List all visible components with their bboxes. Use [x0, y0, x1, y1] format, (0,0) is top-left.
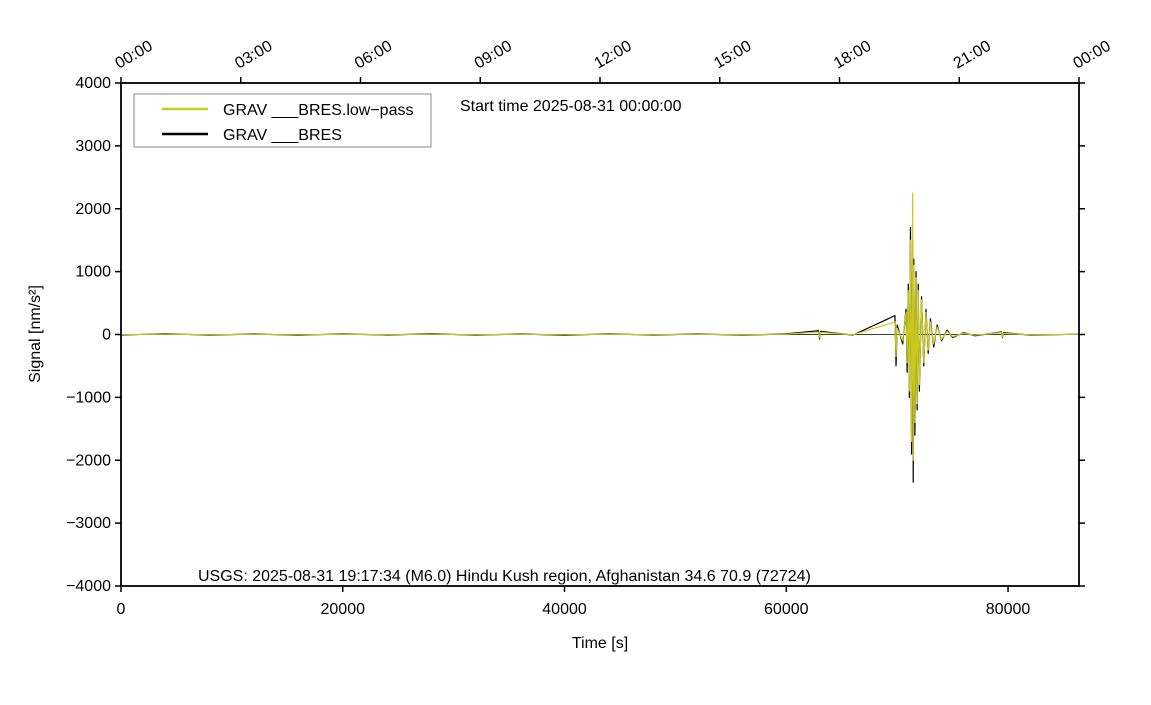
- y-tick-label: 0: [102, 327, 111, 344]
- y-tick-label: 4000: [75, 75, 111, 92]
- x-tick-label: 60000: [764, 601, 809, 618]
- event-annotation: USGS: 2025-08-31 19:17:34 (M6.0) Hindu K…: [198, 568, 811, 585]
- y-tick-label: −4000: [66, 578, 111, 595]
- legend-box: [133, 93, 432, 148]
- x-tick-label: 80000: [986, 601, 1031, 618]
- y-tick-label: 3000: [75, 138, 111, 155]
- start-time: Start time 2025-08-31 00:00:00: [460, 98, 682, 115]
- plot-frame: [120, 82, 1080, 587]
- legend-label: GRAV ___BRES.low−pass: [223, 102, 413, 119]
- x-axis-label: Time [s]: [572, 635, 628, 652]
- y-tick-label: −2000: [66, 452, 111, 469]
- y-tick-label: −3000: [66, 515, 111, 532]
- x-tick-label: 40000: [542, 601, 587, 618]
- x-tick-label: 20000: [321, 601, 366, 618]
- y-tick-label: 2000: [75, 201, 111, 218]
- y-tick-label: 1000: [75, 264, 111, 281]
- x-tick-label: 0: [117, 601, 126, 618]
- legend-label: GRAV ___BRES: [223, 127, 342, 144]
- y-axis-label: Signal [nm/s²]: [27, 285, 44, 383]
- signal-line: [120, 192, 1080, 461]
- y-tick-label: −1000: [66, 389, 111, 406]
